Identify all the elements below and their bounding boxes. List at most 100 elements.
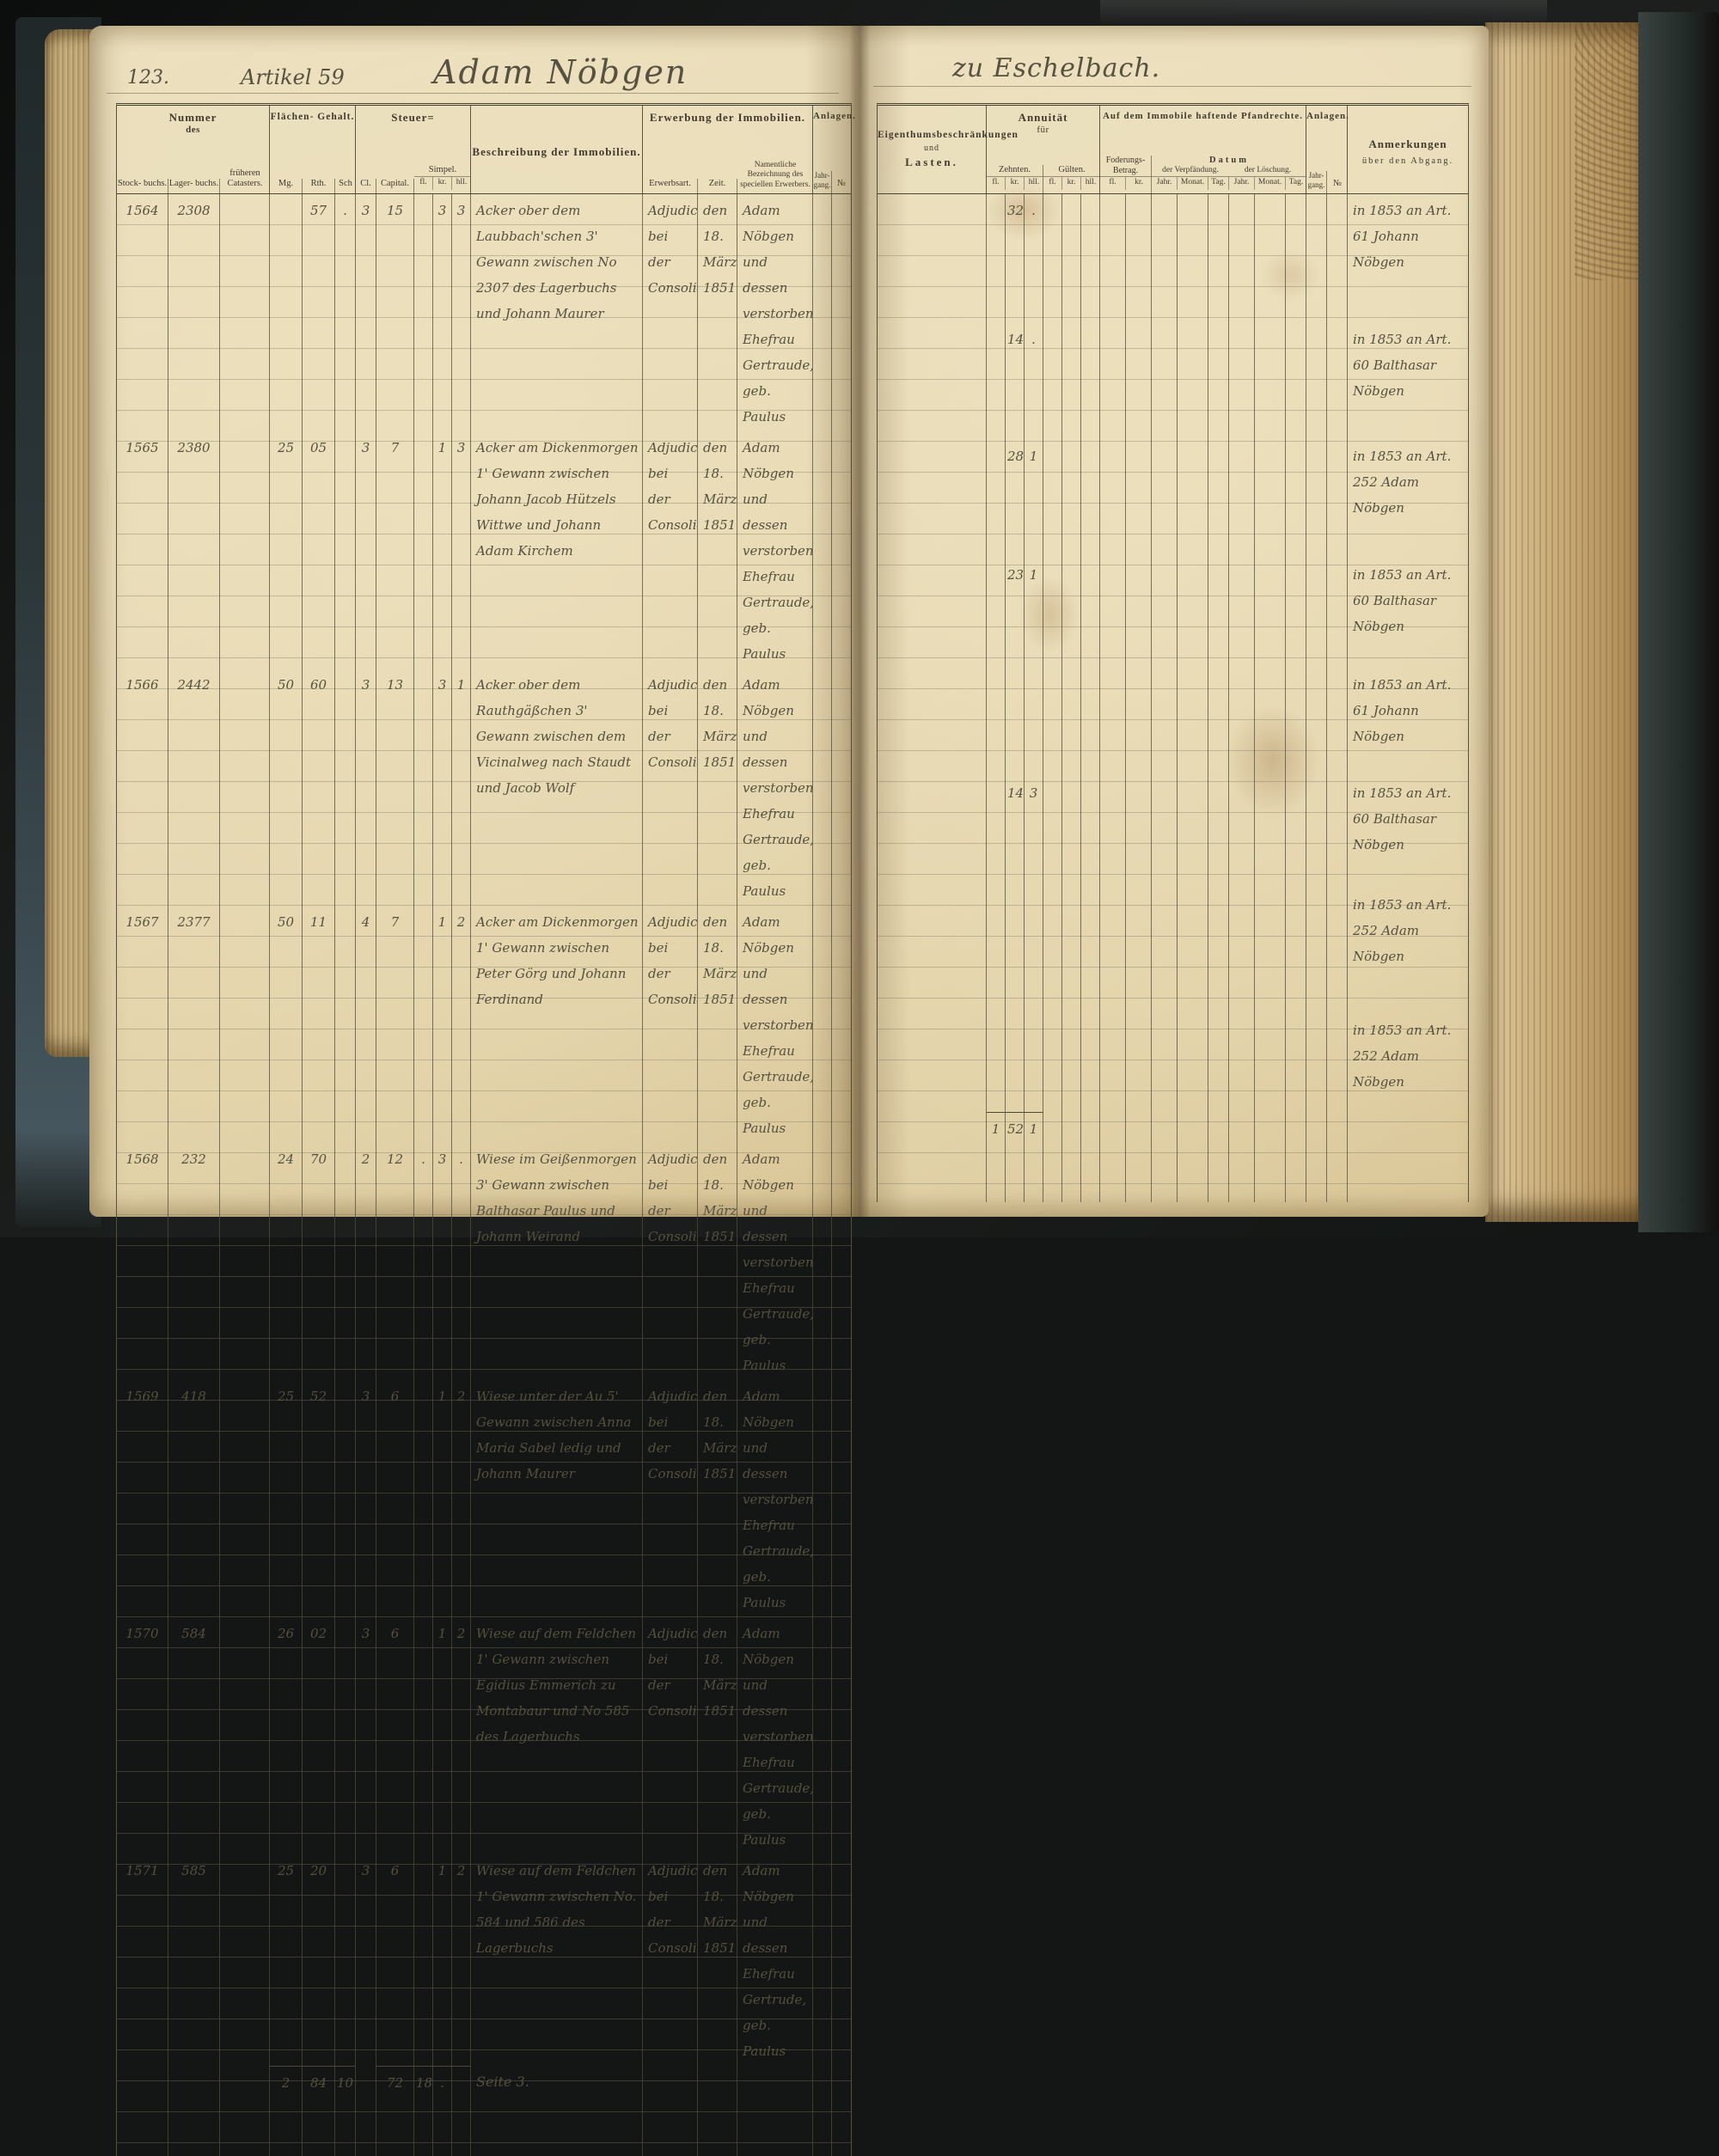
artikel-label: Artikel 59 <box>241 65 345 89</box>
cell-simpel-kr: 3 <box>433 1143 452 1380</box>
cell-anlagen-jahrgang <box>813 1380 832 1617</box>
cell-loeschung-tag <box>1286 559 1306 669</box>
cell-stockbuch: 1571 <box>117 1854 168 2066</box>
cell-erwerbsart: Adjudication bei der Consolidation <box>643 1617 698 1854</box>
total-zehnten-kr: 52 <box>1006 1112 1025 1162</box>
cell-zeit: den 18. März 1851 <box>698 1854 737 2066</box>
total-rth: 84 <box>303 2066 335 2116</box>
cell-guelten-fl <box>1043 440 1062 559</box>
cell-lasten <box>878 559 987 669</box>
left-table-body: 1564 2308 57 . 3 15 3 3 Acker ober dem L… <box>117 194 851 2066</box>
cell-anlagen-no <box>832 431 851 669</box>
cell-lagerbuch: 584 <box>168 1617 220 1854</box>
cell-sch <box>335 431 356 669</box>
cell-beschreibung: Acker am Dickenmorgen 1' Gewann zwischen… <box>471 431 643 669</box>
place-name: zu Eschelbach. <box>952 53 1161 83</box>
unit-kr: kr. <box>1062 176 1081 190</box>
unit-hll: hll. <box>1028 177 1040 186</box>
cell-zeit: den 18. März 1851 <box>698 1143 737 1380</box>
cell-rth: 52 <box>303 1380 335 1617</box>
cell-simpel-hll: 2 <box>452 906 471 1143</box>
cell-simpel-hll: 1 <box>452 669 471 906</box>
col-mg: Mg. <box>270 179 303 193</box>
cell-anlagen-jahrgang <box>813 431 832 669</box>
cell-loeschung-jahr <box>1229 889 1255 1014</box>
unit-jahr: Jahr. <box>1229 176 1255 190</box>
total-sch: 10 <box>335 2066 356 2116</box>
unit-fl: fl. <box>1043 176 1062 190</box>
unit-jahr: Jahr. <box>1152 176 1178 190</box>
cell-anlagen-jahrgang <box>813 1143 832 1380</box>
cell-simpel-hll: . <box>452 1143 471 1380</box>
header-erwerbung: Erwerbung der Immobilien. Erwerbsart. Ze… <box>643 106 813 193</box>
cell-zehnten-kr: 28 <box>1006 440 1025 559</box>
ledger-row-right: 28 1 in 1853 an Art. 252 Adam Nöbgen <box>878 440 1468 559</box>
cell-loeschung-jahr <box>1229 559 1255 669</box>
cell-guelten-fl <box>1043 889 1062 1014</box>
cell-anlagen-jahrgang <box>1306 559 1327 669</box>
cell-stockbuch: 1567 <box>117 906 168 1143</box>
cell-guelten-hll <box>1081 777 1100 889</box>
cell-guelten-fl <box>1043 669 1062 777</box>
col-sch: Sch <box>339 179 352 189</box>
cell-loeschung-jahr <box>1229 777 1255 889</box>
cell-guelten-kr <box>1062 323 1081 440</box>
cell-anlagen-no <box>832 1143 851 1380</box>
cell-erwerber: Adam Nöbgen und dessen verstorbene Ehefr… <box>737 1617 813 1854</box>
unit-fl: fl. <box>414 176 433 190</box>
cell-sch <box>335 1617 356 1854</box>
cell-guelten-kr <box>1062 889 1081 1014</box>
ledger-row-right: in 1853 an Art. 61 Johann Nöbgen <box>878 669 1468 777</box>
cell-lagerbuch: 2380 <box>168 431 220 669</box>
cell-loeschung-monat <box>1255 440 1286 559</box>
cell-guelten-kr <box>1062 777 1081 889</box>
cell-erwerbsart: Adjudication bei der Consolidation <box>643 1143 698 1380</box>
cell-simpel-kr: 1 <box>433 1380 452 1617</box>
cell-stockbuch: 1564 <box>117 194 168 431</box>
cell-cataster <box>220 1617 270 1854</box>
col-catasters: früheren Catasters. <box>227 168 263 189</box>
unit-hll: hll. <box>1085 177 1097 186</box>
col-foderungs: Foderungs- Betrag. fl. kr. <box>1100 155 1152 193</box>
cell-zehnten-kr <box>1006 1014 1025 1112</box>
cell-guelten-kr <box>1062 1014 1081 1112</box>
cell-mg: 25 <box>270 1380 303 1617</box>
cell-sch <box>335 669 356 906</box>
left-filler-row <box>117 2116 851 2156</box>
cell-mg: 50 <box>270 906 303 1143</box>
cell-rth: 11 <box>303 906 335 1143</box>
cell-verpfaendung-monat <box>1178 889 1208 1014</box>
cell-foderungs-kr <box>1126 669 1152 777</box>
cell-sch: . <box>335 194 356 431</box>
ledger-row-left: 1567 2377 50 11 4 7 1 2 Acker am Dickenm… <box>117 906 851 1143</box>
cell-beschreibung: Wiese im Geißenmorgen 3' Gewann zwischen… <box>471 1143 643 1380</box>
cell-rth: 57 <box>303 194 335 431</box>
cell-erwerber: Adam Nöbgen und dessen verstorbene Ehefr… <box>737 906 813 1143</box>
cell-anlagen-jahrgang <box>1306 889 1327 1014</box>
cell-verpfaendung-jahr <box>1152 1014 1178 1112</box>
cell-foderungs-fl <box>1100 440 1126 559</box>
cell-capital: 6 <box>376 1617 414 1854</box>
right-table-header: Eigenthumsbeschränkungen und Lasten. Ann… <box>878 106 1468 194</box>
cell-verpfaendung-jahr <box>1152 440 1178 559</box>
page-sum-label: Seite 3. <box>471 2066 643 2116</box>
cell-zeit: den 18. März 1851 <box>698 669 737 906</box>
cell-anmerkung: in 1853 an Art. 252 Adam Nöbgen <box>1353 449 1452 516</box>
cell-verpfaendung-monat <box>1178 669 1208 777</box>
cell-anlagen-no <box>1327 1014 1348 1112</box>
cell-anlagen-jahrgang <box>813 906 832 1143</box>
col-no: № <box>836 179 847 189</box>
left-page-headline: 123. Artikel 59 Adam Nöbgen <box>89 53 856 98</box>
col-zeit: Zeit. <box>698 179 737 193</box>
cell-cl: 3 <box>356 1854 376 2066</box>
cell-verpfaendung-tag <box>1208 889 1229 1014</box>
cell-anlagen-no <box>832 194 851 431</box>
nummer-title: Nummer <box>168 111 217 124</box>
cell-anlagen-no <box>1327 669 1348 777</box>
cell-verpfaendung-monat <box>1178 194 1208 323</box>
ledger-row-left: 1570 584 26 02 3 6 1 2 Wiese auf dem Fel… <box>117 1617 851 1854</box>
cell-rth: 02 <box>303 1617 335 1854</box>
cell-simpel-fl: . <box>414 1143 433 1380</box>
cell-verpfaendung-tag <box>1208 777 1229 889</box>
unit-monat: Monat. <box>1255 176 1286 190</box>
